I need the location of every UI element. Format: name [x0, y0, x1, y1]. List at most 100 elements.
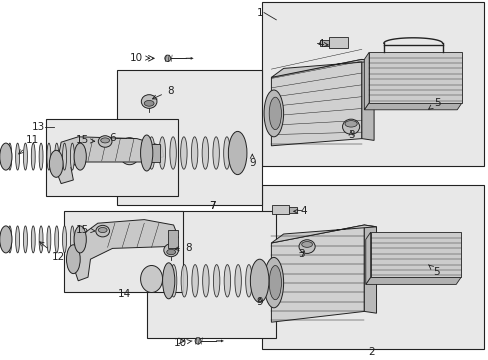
Ellipse shape [39, 226, 43, 253]
Ellipse shape [144, 100, 154, 106]
Text: 9: 9 [248, 154, 255, 168]
Polygon shape [368, 52, 461, 103]
Ellipse shape [269, 97, 281, 130]
Ellipse shape [342, 119, 359, 134]
Ellipse shape [96, 225, 109, 237]
Ellipse shape [224, 265, 230, 297]
Polygon shape [73, 220, 178, 281]
Ellipse shape [49, 150, 63, 177]
Text: 3: 3 [347, 130, 354, 140]
FancyArrow shape [185, 57, 193, 60]
Ellipse shape [148, 137, 155, 169]
Ellipse shape [223, 137, 230, 169]
FancyBboxPatch shape [328, 37, 347, 48]
FancyBboxPatch shape [167, 230, 178, 248]
Text: 5: 5 [427, 265, 439, 277]
Text: 2: 2 [367, 347, 374, 357]
Text: 12: 12 [40, 242, 65, 262]
Ellipse shape [55, 226, 59, 253]
Ellipse shape [39, 143, 43, 170]
Ellipse shape [170, 265, 177, 297]
Bar [63, 211, 183, 292]
Polygon shape [271, 59, 373, 77]
FancyArrow shape [216, 339, 224, 342]
Text: 3: 3 [298, 249, 305, 259]
Text: 5: 5 [428, 98, 440, 109]
Text: 4: 4 [316, 39, 327, 49]
Ellipse shape [16, 143, 20, 170]
Text: 4: 4 [293, 206, 307, 216]
Polygon shape [364, 225, 376, 313]
Ellipse shape [264, 90, 283, 137]
Bar [146, 211, 276, 338]
Ellipse shape [202, 265, 209, 297]
Text: 10: 10 [173, 338, 192, 348]
Text: 15: 15 [75, 135, 95, 145]
Polygon shape [271, 59, 361, 146]
Ellipse shape [141, 266, 162, 292]
Ellipse shape [23, 226, 27, 253]
Text: 14: 14 [118, 289, 131, 300]
Ellipse shape [74, 143, 86, 170]
Text: 13: 13 [32, 122, 45, 132]
Text: 11: 11 [19, 135, 39, 154]
Text: 8: 8 [175, 243, 191, 253]
Text: 8: 8 [152, 86, 173, 99]
Ellipse shape [169, 137, 176, 169]
Polygon shape [364, 52, 368, 110]
Ellipse shape [166, 249, 175, 255]
Text: 7: 7 [209, 201, 216, 211]
Ellipse shape [234, 265, 241, 297]
Text: 10: 10 [129, 53, 149, 63]
Bar [261, 2, 483, 166]
FancyBboxPatch shape [320, 40, 328, 46]
Ellipse shape [98, 136, 112, 147]
Ellipse shape [212, 137, 219, 169]
Text: 15: 15 [75, 225, 95, 235]
Ellipse shape [191, 137, 198, 169]
Ellipse shape [62, 226, 66, 253]
Ellipse shape [55, 143, 59, 170]
Ellipse shape [191, 265, 198, 297]
Ellipse shape [162, 263, 175, 299]
Polygon shape [56, 137, 163, 184]
FancyBboxPatch shape [272, 205, 289, 214]
Polygon shape [271, 225, 376, 243]
Ellipse shape [180, 137, 187, 169]
Ellipse shape [31, 226, 35, 253]
Ellipse shape [228, 131, 246, 175]
Text: 7: 7 [209, 201, 216, 211]
Ellipse shape [70, 143, 74, 170]
Ellipse shape [23, 143, 27, 170]
Ellipse shape [66, 245, 80, 274]
Ellipse shape [0, 143, 12, 170]
Ellipse shape [164, 55, 170, 62]
Polygon shape [271, 225, 364, 322]
Ellipse shape [141, 95, 157, 108]
Ellipse shape [163, 244, 178, 257]
Ellipse shape [264, 257, 283, 308]
Ellipse shape [213, 265, 220, 297]
Bar [117, 70, 261, 205]
Ellipse shape [8, 226, 12, 253]
Ellipse shape [202, 137, 208, 169]
Text: 6: 6 [109, 132, 116, 143]
Ellipse shape [47, 143, 51, 170]
Ellipse shape [299, 240, 314, 253]
Polygon shape [365, 232, 370, 284]
Ellipse shape [70, 226, 74, 253]
Ellipse shape [250, 259, 268, 302]
Ellipse shape [245, 265, 252, 297]
Text: 1: 1 [256, 8, 263, 18]
Text: 9: 9 [256, 297, 263, 307]
Ellipse shape [62, 143, 66, 170]
Ellipse shape [74, 226, 86, 253]
Ellipse shape [181, 265, 187, 297]
Ellipse shape [0, 226, 12, 253]
Polygon shape [361, 59, 373, 140]
Ellipse shape [159, 137, 165, 169]
Ellipse shape [141, 135, 153, 171]
Polygon shape [364, 103, 461, 110]
Ellipse shape [344, 121, 356, 127]
Ellipse shape [101, 138, 109, 143]
